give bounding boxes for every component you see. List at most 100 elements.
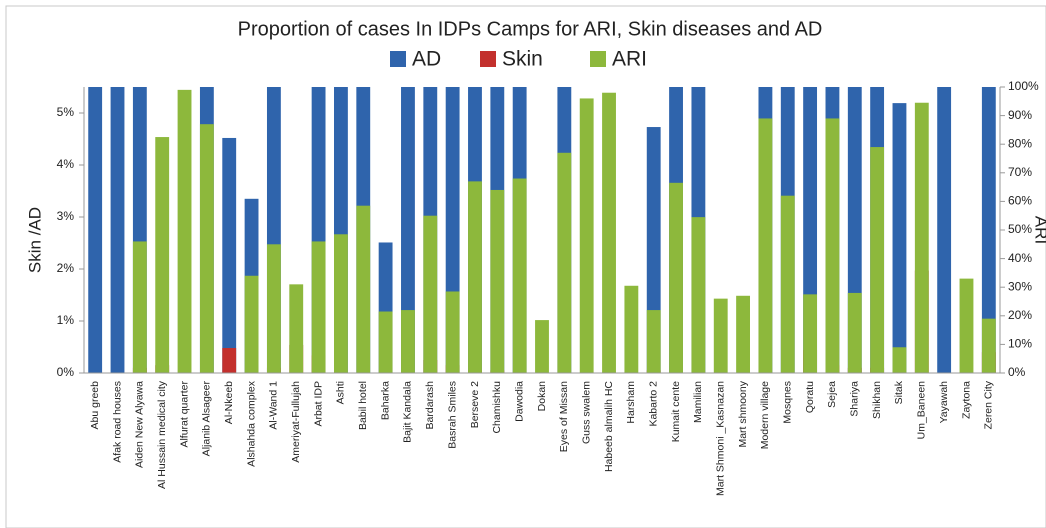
y-axis-title: Skin /AD [25, 207, 44, 273]
bar [847, 292, 862, 373]
y-tick-label: 4% [57, 157, 75, 171]
x-tick-label: Arbat IDP [312, 381, 324, 427]
bar [602, 92, 616, 373]
bar [535, 320, 549, 373]
bar [512, 178, 527, 373]
bar [177, 89, 192, 374]
x-tick-label: Aljanib Alsageer [201, 381, 213, 457]
x-tick-label: Shariya [849, 381, 861, 417]
bar [401, 310, 415, 373]
x-tick-label: Yayawah [938, 381, 950, 424]
bar [758, 118, 773, 374]
x-tick-label: Al Hussain medical city [156, 380, 168, 489]
bar [289, 284, 304, 373]
x-tick-label: Berseve 2 [469, 381, 481, 428]
x-tick-label: Al-Nkeeb [223, 381, 235, 424]
y2-tick-label: 80% [1008, 136, 1032, 150]
x-tick-label: Sitak [893, 380, 905, 404]
bar [959, 278, 974, 373]
bar [892, 347, 907, 373]
bar [401, 87, 415, 373]
y-tick-label: 5% [57, 105, 75, 119]
x-tick-label: Baharka [379, 381, 391, 420]
y2-tick-label: 70% [1008, 165, 1032, 179]
legend-swatch [590, 51, 606, 67]
x-tick-label: Dawodia [513, 381, 525, 422]
x-tick-label: Ashti [335, 381, 347, 404]
x-tick-label: Ameriyat-Fullujah [290, 381, 302, 463]
x-tick-label: Mosqnes [782, 381, 794, 424]
bar [490, 189, 505, 373]
bar [624, 285, 639, 373]
x-tick-label: Basrah Smiles [446, 381, 458, 449]
bar [646, 310, 661, 373]
bar [155, 137, 170, 373]
bar [892, 103, 907, 374]
bar [870, 147, 885, 373]
x-tick-label: Mart shmoony [737, 380, 749, 447]
legend-swatch [390, 51, 406, 67]
x-tick-label: Bajit Kandala [402, 381, 414, 443]
x-tick-label: Abu greeb [89, 381, 101, 430]
x-tick-label: Afak road houses [111, 381, 123, 463]
x-tick-label: Alfurat quarter [178, 381, 190, 448]
x-tick-label: Kabarto 2 [647, 381, 659, 427]
bar [803, 294, 818, 373]
y2-tick-label: 90% [1008, 108, 1032, 122]
y2-tick-label: 0% [1008, 365, 1026, 379]
bar [266, 244, 281, 373]
bar [825, 118, 840, 374]
x-tick-label: Mamilian [692, 381, 704, 423]
bar [445, 291, 460, 373]
chart-title: Proportion of cases In IDPs Camps for AR… [238, 18, 823, 40]
bar [937, 87, 952, 373]
x-tick-label: Kumait cente [670, 381, 682, 442]
y2-tick-label: 20% [1008, 308, 1032, 322]
y-tick-label: 2% [57, 261, 75, 275]
bar [780, 195, 795, 373]
x-tick-label: Eyes of Missan [558, 381, 570, 452]
bar [713, 298, 728, 373]
x-tick-label: Zeren City [983, 380, 995, 429]
x-tick-label: Sejea [826, 381, 838, 408]
bar [88, 87, 103, 373]
x-tick-label: Zaytona [960, 381, 972, 419]
bar [132, 241, 147, 373]
bar [423, 215, 438, 373]
bar [669, 182, 683, 373]
bar [378, 311, 393, 373]
bar [110, 87, 125, 373]
y2-tick-label: 10% [1008, 337, 1032, 351]
y2-tick-label: 40% [1008, 251, 1032, 265]
y2-tick-label: 50% [1008, 222, 1032, 236]
bar [199, 124, 214, 374]
x-tick-label: Dokan [536, 381, 548, 412]
bar [579, 98, 594, 373]
x-tick-label: Habeeb almalih HC [603, 381, 615, 472]
y-tick-label: 0% [57, 365, 75, 379]
x-tick-label: Alshahda complex [245, 380, 257, 467]
y2-tick-label: 30% [1008, 279, 1032, 293]
y2-axis-title: ARI [1032, 216, 1046, 244]
bar [244, 275, 259, 373]
legend-swatch [480, 51, 496, 67]
legend-label: AD [412, 48, 441, 71]
x-tick-label: Babil hotel [357, 381, 369, 430]
x-tick-label: Qoratu [804, 381, 816, 413]
x-tick-label: Harsham [625, 381, 637, 424]
x-tick-label: Chamishku [491, 381, 503, 434]
bar [691, 217, 706, 373]
y-tick-label: 3% [57, 209, 75, 223]
x-tick-label: Shikhan [871, 381, 883, 419]
bar [981, 87, 996, 373]
bar [222, 137, 237, 373]
bar [311, 241, 326, 373]
x-tick-label: Um_Baneen [916, 381, 928, 440]
x-tick-label: Mart Shmoni _Kasnazan [715, 381, 727, 496]
legend-label: ARI [612, 48, 647, 71]
bar [468, 181, 482, 373]
x-tick-label: Guss swalem [580, 381, 592, 444]
x-tick-label: Al-Wand 1 [268, 381, 280, 430]
